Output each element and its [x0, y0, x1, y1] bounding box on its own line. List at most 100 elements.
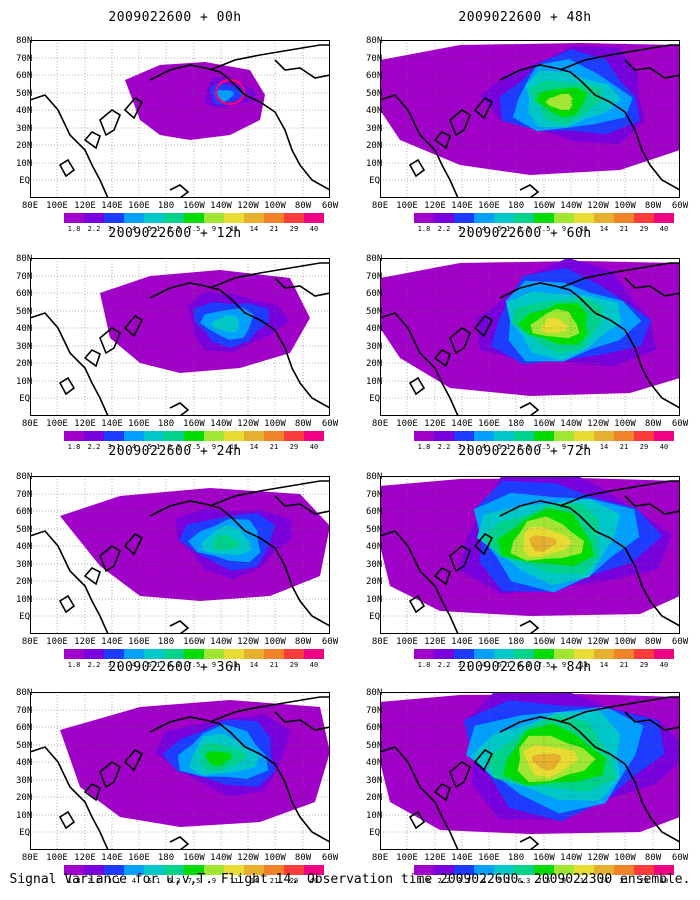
colorbar-swatch — [264, 213, 284, 223]
longitude-label: 120E — [424, 419, 446, 429]
colorbar-swatch — [534, 865, 554, 875]
coastline — [209, 44, 330, 71]
longitude-label: 80E — [21, 201, 39, 211]
variance-map — [30, 692, 330, 850]
longitude-label: 100W — [264, 637, 286, 647]
variance-map — [30, 40, 330, 198]
longitude-label: 140E — [101, 637, 123, 647]
coastline — [624, 495, 680, 515]
coastline — [499, 716, 581, 733]
longitude-label: 100E — [46, 853, 68, 863]
colorbar-label: 1.8 — [417, 877, 431, 885]
colorbar-label: 2.2 — [87, 877, 101, 885]
longitude-label: 120W — [237, 637, 259, 647]
coastline — [579, 515, 680, 627]
colorbar-label: 7.5 — [537, 877, 551, 885]
longitude-label: 100W — [614, 201, 636, 211]
longitude-label: 140E — [101, 853, 123, 863]
panel-title: 2009022600 + 12h — [108, 226, 242, 241]
colorbar-label: 7.5 — [187, 225, 201, 233]
coastline — [209, 262, 330, 289]
longitude-label: 180 — [507, 201, 525, 211]
colorbar-swatch — [654, 213, 674, 223]
colorbar-label: 3.1 — [457, 225, 471, 233]
colorbar-swatch — [64, 865, 84, 875]
colorbar-swatch — [614, 213, 634, 223]
longitude-label: 60W — [321, 637, 339, 647]
coastline — [519, 184, 540, 198]
longitude-label: 100W — [264, 419, 286, 429]
longitude-label: 60W — [321, 419, 339, 429]
colorbar-swatch — [434, 213, 454, 223]
map-panel: 80N 70N 60N 50N 40N 30N 20N 10N EQ 80E 100E 120E 140… — [16, 688, 348, 885]
colorbar-label: 6.3 — [517, 877, 531, 885]
colorbar-swatch — [144, 431, 164, 441]
colorbar-swatch — [514, 213, 534, 223]
coastline — [274, 711, 330, 731]
coastline — [83, 349, 101, 368]
coastline — [58, 594, 76, 614]
coastline — [499, 500, 581, 517]
colorbar-swatch — [474, 431, 494, 441]
latitude-label: 10N — [366, 594, 383, 605]
colorbar-swatch — [284, 431, 304, 441]
coastline — [519, 836, 540, 850]
longitude-label: 80W — [644, 419, 662, 429]
latitude-label: 70N — [16, 271, 33, 282]
coastline — [624, 711, 680, 731]
colorbar-swatch — [144, 649, 164, 659]
coastline — [149, 500, 231, 517]
colorbar-label: 4 — [131, 661, 137, 669]
latitude-label: 50N — [16, 524, 33, 535]
colorbar-swatch — [244, 649, 264, 659]
latitude-label: 70N — [366, 489, 383, 500]
colorbar-swatch — [574, 865, 594, 875]
colorbar-swatch — [634, 649, 654, 659]
latitude-label: 30N — [16, 123, 33, 134]
colorbar-swatch — [514, 865, 534, 875]
colorbar-swatch — [164, 213, 184, 223]
longitude-label: 180 — [157, 201, 175, 211]
map-panel: 80N 70N 60N 50N 40N 30N 20N 10N EQ 80E 100E 120E 140… — [16, 254, 348, 451]
colorbar-swatch — [84, 213, 104, 223]
coastline — [274, 59, 330, 79]
coastline — [499, 282, 581, 299]
colorbar-swatch — [64, 431, 84, 441]
longitude-label: 120W — [587, 637, 609, 647]
longitude-label: 160W — [183, 419, 205, 429]
colorbar-swatch — [204, 431, 224, 441]
coastline — [519, 402, 540, 416]
coastline — [30, 746, 109, 850]
longitude-label: 160E — [478, 853, 500, 863]
colorbar-swatch — [264, 649, 284, 659]
coastline — [30, 312, 109, 416]
latitude-label: 80N — [16, 688, 33, 698]
colorbar-label: 1.8 — [417, 661, 431, 669]
longitude-label: 180 — [507, 853, 525, 863]
colorbar-label: 3.1 — [107, 225, 121, 233]
colorbar-label: 5.1 — [497, 661, 511, 669]
colorbar-swatch — [124, 649, 144, 659]
colorbar-label: 11 — [579, 225, 589, 233]
colorbar-label: 6.3 — [517, 225, 531, 233]
colorbar-label: 4 — [481, 877, 487, 885]
colorbar-swatch — [554, 649, 574, 659]
colorbar-label: 2.2 — [437, 877, 451, 885]
latitude-label: 20N — [16, 577, 33, 587]
latitude-label: 70N — [16, 489, 33, 500]
coastline — [449, 545, 471, 573]
colorbar-swatch — [474, 213, 494, 223]
colorbar-swatch — [494, 865, 514, 875]
longitude-label: 80E — [371, 853, 389, 863]
colorbar-label: 11 — [229, 877, 239, 885]
colorbar — [414, 431, 674, 441]
longitude-label: 160E — [128, 419, 150, 429]
longitude-label: 160E — [128, 201, 150, 211]
latitude-label: 80N — [366, 472, 383, 482]
colorbar-label: 21 — [269, 443, 279, 451]
colorbar-label: 9 — [211, 443, 217, 451]
colorbar-swatch — [614, 431, 634, 441]
longitude-label: 120E — [74, 419, 96, 429]
colorbar-swatch — [124, 213, 144, 223]
colorbar-swatch — [534, 213, 554, 223]
